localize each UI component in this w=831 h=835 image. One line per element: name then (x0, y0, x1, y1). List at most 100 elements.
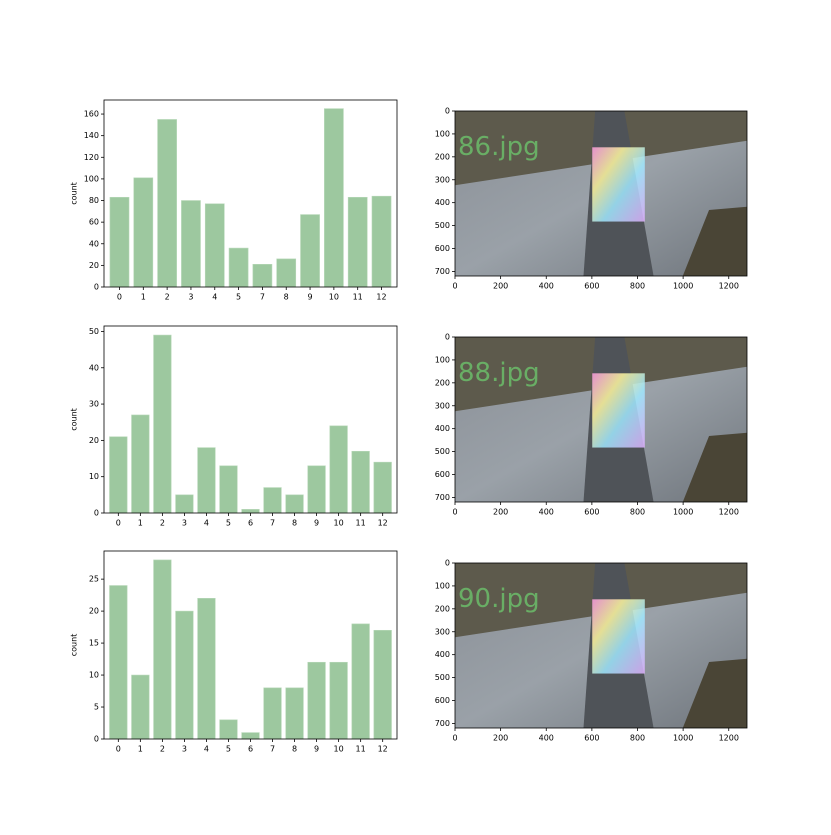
bar (307, 465, 326, 514)
y-tick-label: 600 (435, 244, 450, 253)
bar (197, 447, 216, 514)
y-tick-label: 0 (445, 559, 450, 568)
axes-frame (454, 336, 748, 503)
image-label: 86.jpg (458, 132, 540, 162)
x-tick-label: 9 (314, 519, 319, 528)
x-tick-label: 200 (493, 734, 508, 743)
bar (347, 196, 368, 288)
bar (300, 214, 320, 288)
y-tick-label: 600 (435, 470, 450, 479)
y-tick-label: 20 (89, 607, 99, 616)
x-tick-label: 0 (116, 519, 121, 528)
y-tick-label: 40 (89, 239, 99, 248)
y-tick-label: 160 (84, 110, 99, 119)
x-tick-label: 12 (378, 745, 388, 754)
image-label: 88.jpg (458, 358, 540, 388)
photo-shadow (682, 206, 747, 276)
x-tick-label: 4 (204, 519, 209, 528)
bar (241, 509, 260, 514)
y-tick-label: 500 (435, 673, 450, 682)
y-tick-label: 200 (435, 378, 450, 387)
bar (131, 674, 150, 740)
y-tick-label: 30 (89, 400, 99, 409)
x-tick-label: 7 (270, 745, 275, 754)
bar (351, 450, 370, 514)
y-tick-label: 400 (435, 198, 450, 207)
x-tick-label: 1200 (719, 282, 739, 291)
bar (263, 487, 282, 514)
x-tick-label: 1200 (719, 734, 739, 743)
x-tick-label: 5 (226, 519, 231, 528)
bar (133, 177, 154, 288)
y-tick-label: 15 (89, 639, 99, 648)
bar (109, 585, 128, 740)
x-tick-label: 800 (630, 508, 645, 517)
y-tick-label: 700 (435, 267, 450, 276)
x-tick-label: 5 (236, 293, 241, 302)
y-tick-label: 500 (435, 221, 450, 230)
bar (228, 247, 249, 288)
x-tick-label: 8 (292, 519, 297, 528)
bar (351, 623, 370, 740)
x-tick-label: 9 (314, 745, 319, 754)
photo-shadow (682, 432, 747, 502)
y-tick-label: 120 (84, 153, 99, 162)
x-tick-label: 800 (630, 734, 645, 743)
x-tick-label: 2 (160, 519, 165, 528)
x-tick-label: 10 (334, 745, 344, 754)
bar (219, 465, 238, 514)
x-tick-label: 1 (141, 293, 146, 302)
bar (252, 264, 273, 288)
bar (371, 195, 392, 288)
axes-frame (103, 550, 398, 740)
y-tick-label: 50 (89, 327, 99, 336)
y-tick-label: 0 (445, 333, 450, 342)
y-tick-label: 200 (435, 604, 450, 613)
x-tick-label: 6 (248, 745, 253, 754)
x-tick-label: 800 (630, 282, 645, 291)
bar (276, 258, 297, 288)
bar (109, 196, 130, 288)
y-tick-label: 200 (435, 152, 450, 161)
bar (109, 436, 128, 514)
bar (153, 334, 172, 514)
x-tick-label: 1200 (719, 508, 739, 517)
bar (373, 629, 392, 740)
y-tick-label: 700 (435, 719, 450, 728)
x-tick-label: 1000 (673, 282, 693, 291)
bar (153, 559, 172, 740)
x-tick-label: 600 (584, 508, 599, 517)
y-tick-label: 40 (89, 363, 99, 372)
y-tick-label: 100 (84, 174, 99, 183)
x-tick-label: 0 (452, 508, 457, 517)
x-tick-label: 11 (356, 519, 366, 528)
bar (263, 687, 282, 740)
axes-frame (454, 562, 748, 729)
y-axis-label: count (70, 634, 79, 657)
y-tick-label: 300 (435, 401, 450, 410)
x-tick-label: 2 (165, 293, 170, 302)
x-tick-label: 0 (452, 282, 457, 291)
bar (285, 494, 304, 514)
photo-features (592, 599, 645, 674)
x-tick-label: 12 (378, 519, 388, 528)
bar (131, 414, 150, 514)
x-tick-label: 12 (376, 293, 386, 302)
x-tick-label: 10 (329, 293, 339, 302)
y-tick-label: 20 (89, 436, 99, 445)
y-tick-label: 80 (89, 196, 99, 205)
x-tick-label: 5 (226, 745, 231, 754)
x-tick-label: 1000 (673, 508, 693, 517)
x-tick-label: 0 (116, 745, 121, 754)
y-tick-label: 100 (435, 581, 450, 590)
x-tick-label: 11 (356, 745, 366, 754)
bar (175, 610, 194, 740)
photo-features (592, 373, 645, 448)
bar (307, 661, 326, 740)
x-tick-label: 600 (584, 734, 599, 743)
axes-frame (103, 325, 398, 514)
x-tick-label: 8 (284, 293, 289, 302)
y-tick-label: 700 (435, 493, 450, 502)
y-tick-label: 10 (89, 472, 99, 481)
y-tick-label: 0 (94, 735, 99, 744)
